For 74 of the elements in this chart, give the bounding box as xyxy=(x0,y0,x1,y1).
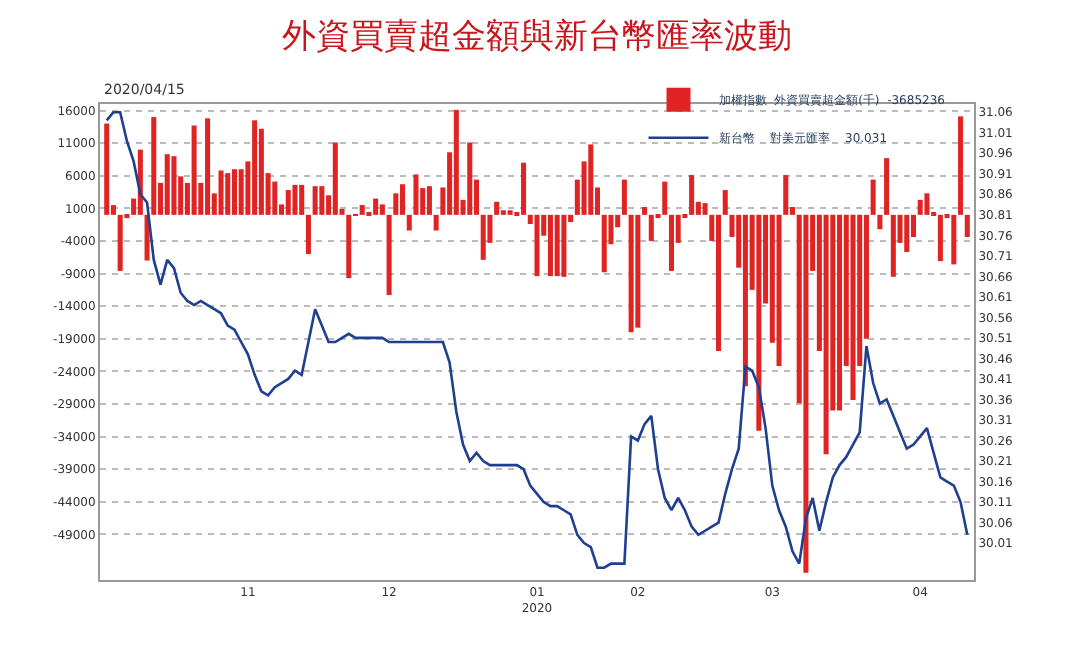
bar xyxy=(689,175,695,215)
bar xyxy=(904,214,910,253)
bar xyxy=(890,214,896,277)
bar xyxy=(312,186,318,215)
bar xyxy=(272,181,278,215)
bar xyxy=(480,214,486,260)
bar xyxy=(359,205,365,215)
bar xyxy=(426,186,432,215)
bar xyxy=(252,120,258,215)
bar xyxy=(937,214,943,262)
bar xyxy=(547,214,553,277)
bar xyxy=(877,214,883,230)
bar xyxy=(742,214,748,387)
bar xyxy=(205,118,211,215)
bar xyxy=(951,214,957,265)
bar xyxy=(601,214,607,273)
bar xyxy=(406,214,412,231)
bar xyxy=(648,214,654,241)
bar xyxy=(332,142,338,215)
bar xyxy=(884,158,890,215)
bar xyxy=(803,214,809,573)
bar xyxy=(191,125,197,215)
bar xyxy=(218,170,224,215)
bar xyxy=(373,198,379,215)
bar xyxy=(225,173,231,215)
bar xyxy=(151,117,157,215)
bar xyxy=(379,204,385,215)
bar xyxy=(494,201,500,215)
bar xyxy=(104,123,110,215)
bar xyxy=(964,214,970,238)
bar xyxy=(453,109,459,215)
bar xyxy=(299,184,305,215)
bar xyxy=(716,214,722,352)
bar xyxy=(870,179,876,215)
bar xyxy=(117,214,123,271)
bar xyxy=(642,207,648,215)
bar xyxy=(305,214,311,254)
bar xyxy=(823,214,829,455)
bar xyxy=(400,184,406,215)
bar xyxy=(285,190,291,215)
bar xyxy=(521,162,527,215)
bar xyxy=(588,144,594,215)
bar xyxy=(319,186,325,215)
bar xyxy=(635,214,641,328)
bar xyxy=(628,214,634,333)
bar xyxy=(756,214,762,431)
bar xyxy=(662,181,668,215)
bar xyxy=(433,214,439,231)
bar xyxy=(561,214,567,277)
line-series xyxy=(105,110,969,569)
bar xyxy=(783,175,789,215)
chart-title: 外資買賣超金額與新台幣匯率波動 xyxy=(282,17,792,58)
bar xyxy=(917,199,923,215)
bar xyxy=(924,193,930,215)
bar xyxy=(171,156,177,215)
bar xyxy=(776,214,782,367)
bar xyxy=(346,214,352,279)
bar xyxy=(467,142,473,215)
bar xyxy=(837,214,843,411)
bar xyxy=(621,179,627,215)
bar xyxy=(958,116,964,215)
bar xyxy=(238,169,244,215)
bar xyxy=(668,214,674,271)
bar xyxy=(386,214,392,296)
bar xyxy=(554,214,560,277)
bar xyxy=(850,214,856,401)
bar xyxy=(164,154,170,215)
bar xyxy=(258,128,264,215)
bar xyxy=(231,169,237,215)
bar xyxy=(534,214,540,277)
bar xyxy=(413,174,419,215)
bar xyxy=(722,190,728,215)
bar xyxy=(702,203,708,215)
bar xyxy=(292,184,298,215)
